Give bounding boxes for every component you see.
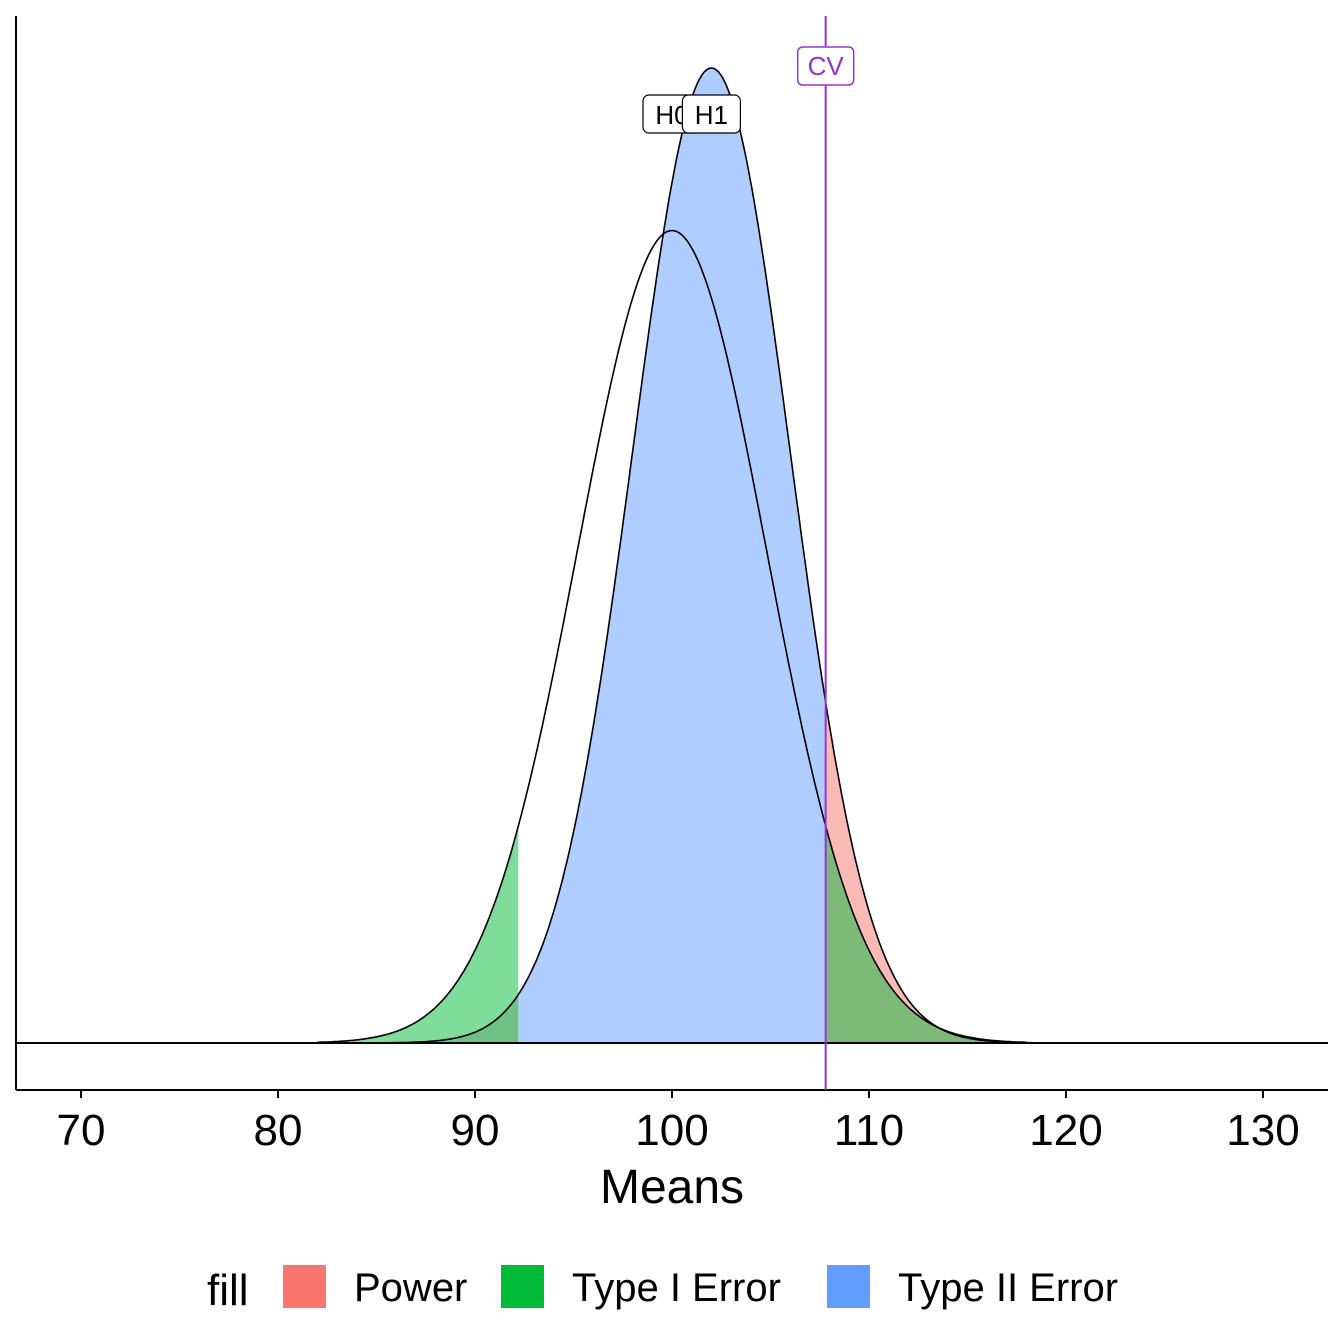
x-tick-label: 90 [451, 1106, 500, 1155]
x-axis-title: Means [600, 1161, 744, 1214]
h1-label-box [681, 94, 741, 134]
cv-label: CV [808, 51, 845, 81]
legend-swatch [283, 1265, 326, 1308]
h1-lower-tail-area [16, 994, 519, 1043]
legend-swatch [501, 1265, 544, 1308]
x-tick-label: 70 [57, 1106, 106, 1155]
x-tick-label: 110 [834, 1106, 904, 1155]
type-ii-error-area [518, 68, 826, 1044]
legend-title: fill [207, 1266, 249, 1315]
h1-label: H1 [695, 100, 728, 130]
x-tick-label: 80 [254, 1106, 303, 1155]
type-i-error-area-left [16, 826, 519, 1043]
x-axis-ticks: 70 80 90 100 110 120 130 [57, 1090, 1300, 1155]
distribution-labels: H0 H1 [642, 94, 741, 134]
x-tick-label: 130 [1226, 1106, 1299, 1155]
legend: fill Power Type I Error Type II Error [207, 1265, 1118, 1315]
critical-value-lines: CV [796, 16, 855, 1090]
h0-density-curve [317, 229, 1027, 1044]
legend-swatch [827, 1265, 870, 1308]
fill-areas [16, 68, 1328, 1044]
power-area [825, 702, 1328, 1043]
legend-entry: Type I Error [572, 1266, 781, 1310]
type-i-error-area-right [825, 826, 1328, 1043]
cv-label-box [796, 46, 855, 86]
legend-entry: Type II Error [898, 1266, 1118, 1310]
legend-entry: Power [354, 1266, 467, 1310]
h1-density-curve [356, 67, 1066, 1044]
density-curves [317, 67, 1066, 1044]
x-tick-label: 120 [1029, 1106, 1102, 1155]
x-tick-label: 100 [635, 1106, 708, 1155]
